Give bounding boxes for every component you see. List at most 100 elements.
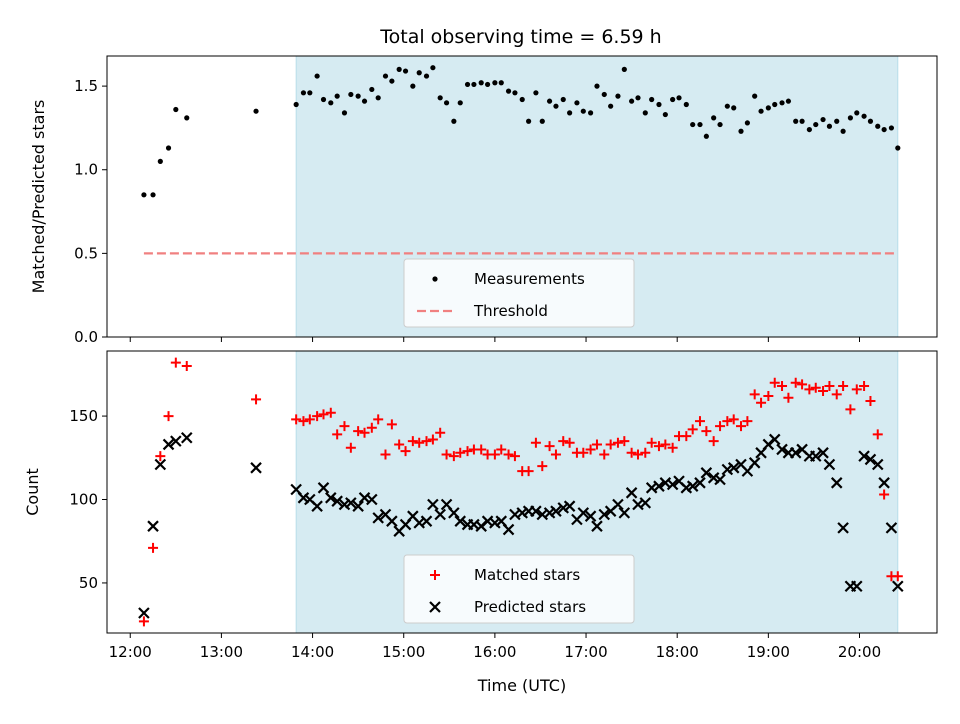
data-point (526, 118, 532, 124)
data-point (476, 444, 487, 455)
data-point (454, 515, 467, 527)
data-point (694, 416, 705, 427)
data-point (386, 515, 398, 527)
data-point (728, 414, 739, 425)
data-point (170, 435, 182, 447)
data-point (666, 478, 679, 491)
data-point (410, 83, 416, 89)
data-point (564, 437, 575, 448)
data-point (435, 427, 446, 438)
data-point (847, 115, 853, 121)
data-point (389, 78, 395, 84)
data-point (686, 480, 699, 492)
data-point (670, 96, 676, 103)
data-point (703, 133, 709, 139)
data-point (567, 110, 573, 116)
data-point (864, 453, 877, 466)
data-point (872, 429, 883, 440)
data-point (587, 110, 594, 116)
data-point (744, 120, 750, 126)
data-point (895, 145, 901, 151)
data-point (790, 377, 801, 388)
data-point (580, 108, 586, 114)
data-point (715, 421, 726, 432)
data-point (298, 416, 309, 427)
data-point (851, 580, 863, 593)
data-point (598, 508, 611, 521)
y-tick-label: 50 (79, 574, 98, 592)
data-point (820, 116, 826, 123)
data-point (646, 437, 657, 448)
data-point (150, 192, 156, 198)
data-point (332, 429, 343, 440)
data-point (639, 497, 652, 509)
data-point (558, 436, 569, 447)
data-point (317, 482, 330, 494)
data-point (318, 409, 329, 420)
data-point (831, 389, 842, 400)
data-point (304, 414, 315, 425)
data-point (736, 421, 747, 432)
data-point (253, 108, 259, 114)
data-point (311, 500, 323, 512)
data-point (434, 508, 446, 521)
data-point (640, 447, 651, 458)
data-point (722, 416, 733, 427)
data-point (676, 95, 682, 101)
data-point (489, 449, 500, 460)
data-point (642, 110, 648, 116)
figure-title: Total observing time = 6.59 h (379, 26, 661, 48)
data-point (530, 437, 541, 448)
x-tick-label: 20:00 (838, 643, 881, 661)
data-point (700, 467, 713, 479)
data-point (577, 507, 590, 519)
data-point (300, 90, 307, 96)
data-point (662, 111, 668, 118)
data-point (353, 426, 364, 437)
data-point (854, 110, 860, 116)
series-predicted-stars (138, 431, 904, 619)
data-point (615, 93, 621, 99)
data-point (498, 80, 504, 86)
data-point (455, 447, 466, 458)
data-point (250, 462, 262, 474)
data-point (793, 118, 799, 124)
data-point (742, 416, 753, 427)
data-point (632, 449, 643, 460)
y-axis-label: Count (23, 468, 42, 516)
data-point (763, 391, 774, 402)
data-point (599, 449, 610, 460)
data-point (772, 101, 778, 108)
y-tick-label: 0.0 (74, 328, 98, 346)
data-point (656, 101, 662, 108)
data-point (649, 96, 655, 103)
data-point (162, 438, 175, 451)
data-point (681, 431, 692, 442)
data-point (858, 450, 870, 462)
data-point (777, 381, 788, 392)
data-point (462, 446, 473, 457)
data-point (544, 441, 555, 452)
data-point (865, 396, 876, 407)
x-tick-label: 14:00 (291, 643, 334, 661)
x-tick-label: 13:00 (200, 643, 243, 661)
data-point (180, 431, 193, 444)
data-point (375, 95, 381, 101)
data-point (345, 442, 356, 453)
data-point (756, 397, 767, 408)
data-point (584, 510, 597, 522)
data-point (492, 80, 498, 86)
data-point (523, 466, 534, 477)
data-point (173, 106, 179, 113)
data-point (806, 126, 812, 133)
data-point (785, 98, 792, 104)
data-point (154, 458, 167, 471)
y-axis-label: Matched/Predicted stars (29, 100, 48, 294)
data-point (738, 128, 744, 134)
x-tick-label: 12:00 (109, 643, 152, 661)
data-point (578, 447, 589, 458)
data-point (612, 437, 623, 448)
data-point (251, 394, 262, 405)
data-point (885, 522, 898, 534)
data-point (464, 81, 471, 88)
